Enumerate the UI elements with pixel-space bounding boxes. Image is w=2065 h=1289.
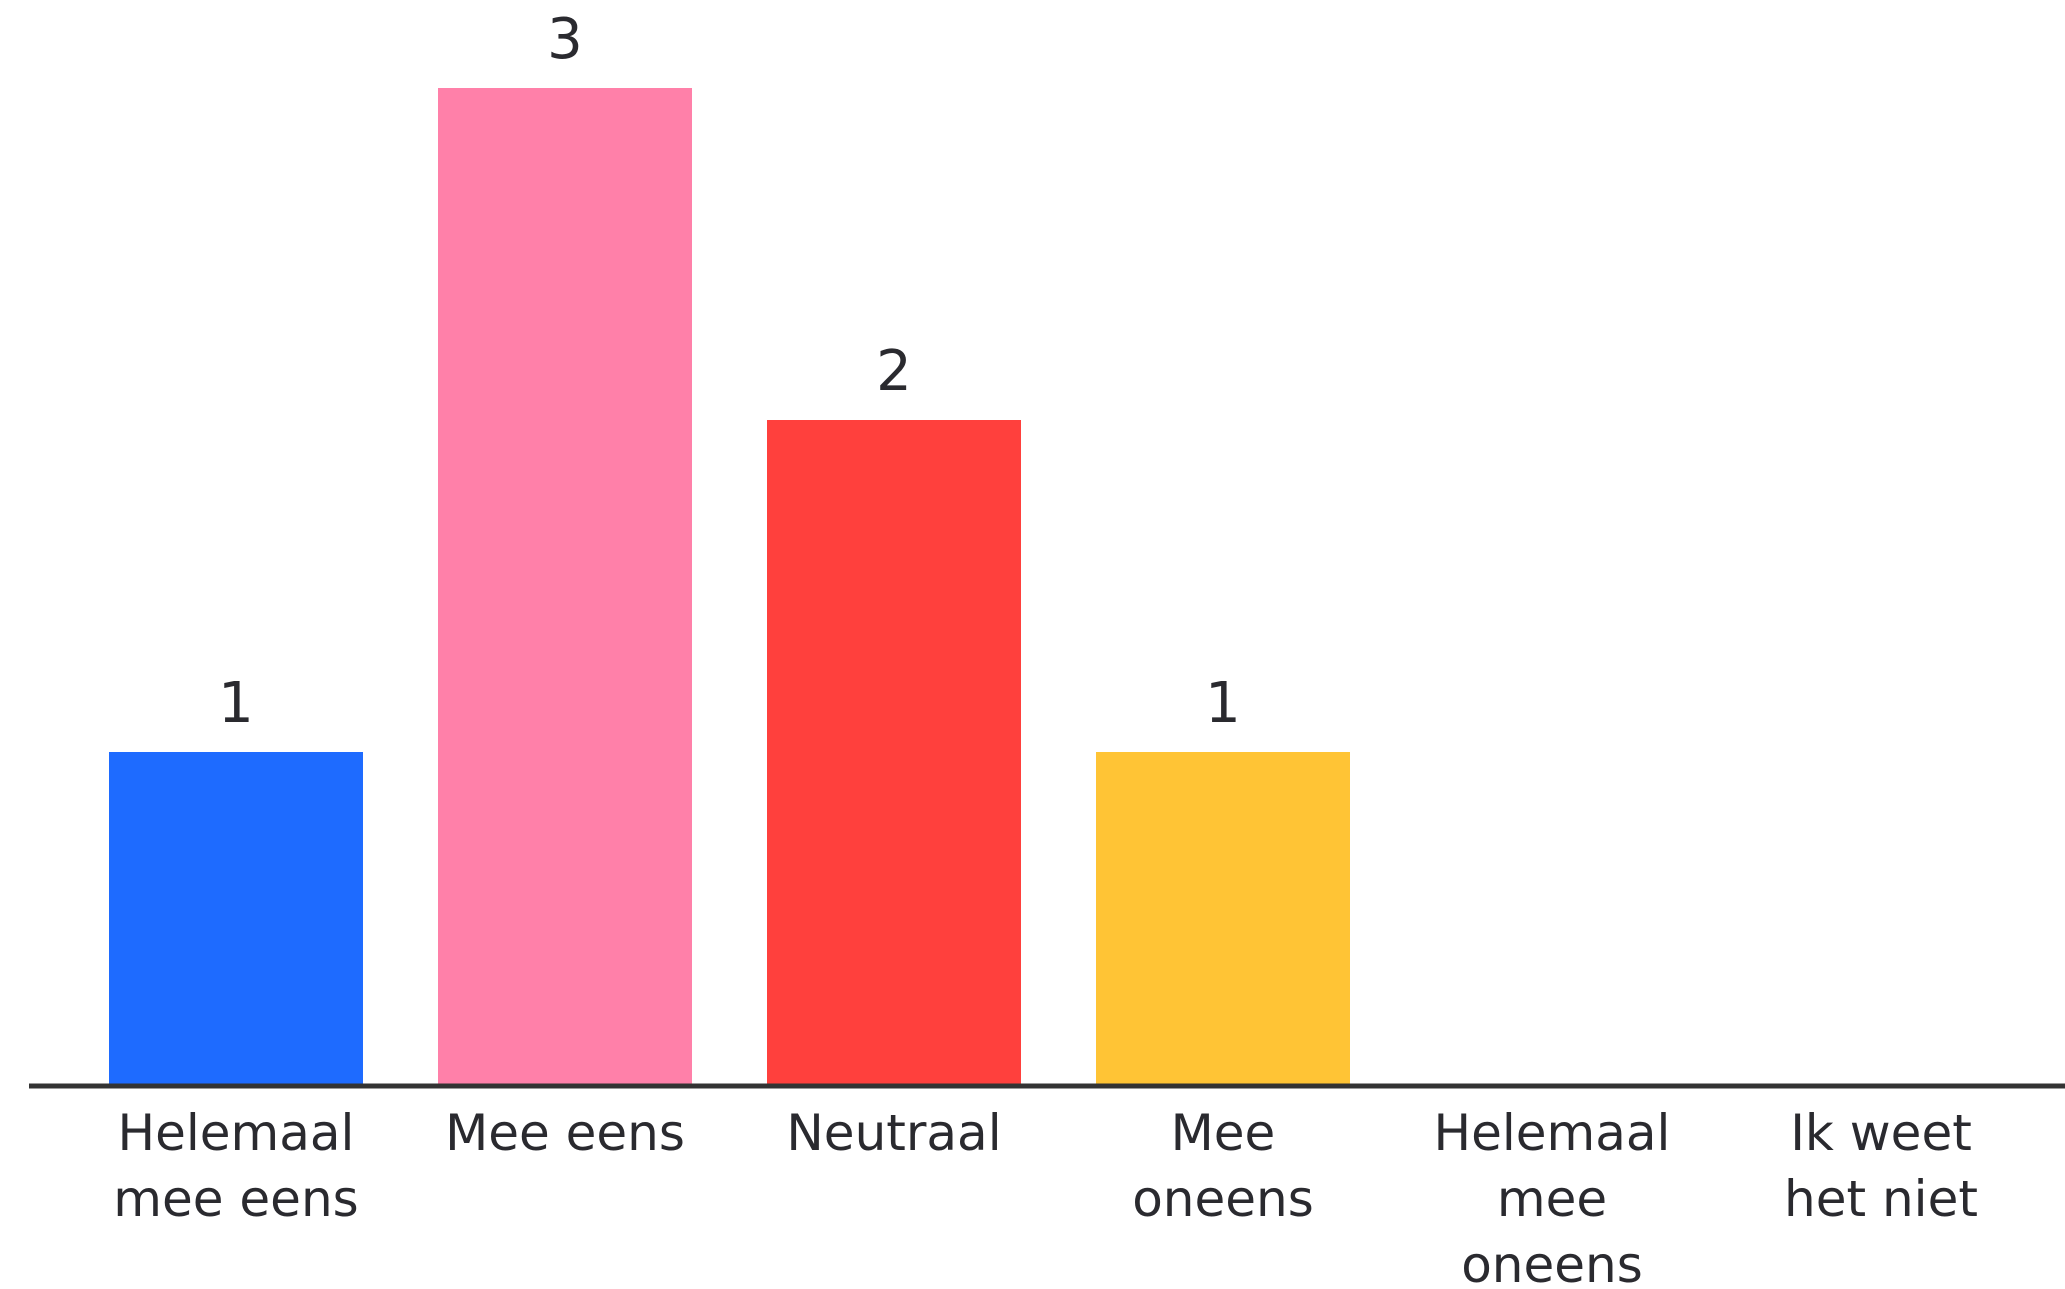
value-label: 1: [1205, 671, 1241, 736]
value-label: 3: [547, 7, 583, 72]
bar: [438, 88, 692, 1084]
x-tick-label: Helemaal mee oneens: [1434, 1104, 1671, 1289]
value-label: 2: [876, 339, 912, 404]
x-tick-label: Mee oneens: [1132, 1104, 1314, 1228]
bar: [1096, 752, 1350, 1084]
value-label: 1: [218, 671, 254, 736]
x-tick-label: Mee eens: [445, 1104, 685, 1162]
x-tick-label: Helemaal mee eens: [113, 1104, 358, 1228]
bar: [109, 752, 363, 1084]
bar: [767, 420, 1021, 1084]
x-tick-label: Ik weet het niet: [1784, 1104, 1978, 1228]
x-tick-label: Neutraal: [786, 1104, 1001, 1162]
